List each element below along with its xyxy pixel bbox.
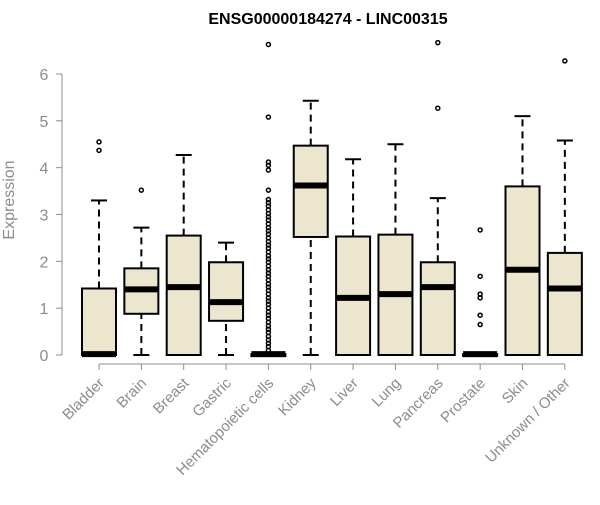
outlier-point bbox=[477, 273, 483, 280]
outlier-point bbox=[477, 291, 483, 297]
x-tick-label: Lung bbox=[369, 375, 405, 411]
box-prostate bbox=[462, 227, 499, 358]
outlier-point bbox=[265, 187, 272, 193]
outlier-point bbox=[477, 227, 483, 233]
outlier-point bbox=[265, 41, 272, 48]
box-breast bbox=[165, 154, 202, 356]
y-tick-label: 3 bbox=[40, 208, 49, 225]
box-rect bbox=[292, 144, 329, 238]
outlier-point bbox=[265, 196, 272, 203]
box-lung bbox=[377, 143, 414, 356]
box-rect bbox=[208, 261, 245, 322]
box-gastric bbox=[208, 241, 245, 356]
boxes-group bbox=[81, 39, 583, 358]
outlier-point bbox=[435, 39, 441, 46]
y-tick-label: 5 bbox=[40, 114, 49, 131]
x-tick-label: Breast bbox=[150, 374, 193, 417]
y-axis-label: Expression bbox=[1, 160, 18, 239]
outlier-point bbox=[477, 312, 483, 318]
outlier-point bbox=[562, 58, 568, 64]
outlier-point bbox=[265, 159, 272, 165]
box-pancreas bbox=[419, 39, 456, 356]
x-tick-label: Brain bbox=[113, 375, 150, 412]
box-kidney bbox=[292, 99, 329, 356]
y-tick-label: 4 bbox=[40, 161, 49, 178]
outlier-point bbox=[96, 139, 102, 145]
y-tick-label: 2 bbox=[40, 254, 49, 271]
box-brain bbox=[123, 187, 160, 356]
box-rect bbox=[546, 251, 583, 356]
outlier-point bbox=[265, 167, 272, 173]
x-tick-label: Kidney bbox=[275, 374, 320, 419]
outlier-point bbox=[265, 114, 272, 120]
box-rect bbox=[81, 287, 117, 357]
y-tick-label: 0 bbox=[40, 348, 49, 365]
x-tick-label: Skin bbox=[499, 375, 532, 408]
outlier-point bbox=[477, 321, 483, 328]
x-tick-label: Liver bbox=[327, 375, 362, 410]
x-tick-label: Bladder bbox=[59, 375, 108, 424]
outlier-point bbox=[96, 147, 102, 154]
y-tick-label: 6 bbox=[40, 67, 49, 84]
box-unknown-other bbox=[546, 58, 583, 356]
box-liver bbox=[335, 158, 372, 357]
box-skin bbox=[504, 115, 541, 356]
outlier-point bbox=[138, 187, 145, 193]
box-rect bbox=[165, 234, 202, 356]
chart-title: ENSG00000184274 - LINC00315 bbox=[208, 11, 447, 28]
y-tick-label: 1 bbox=[40, 301, 49, 318]
y-axis: 0 1 2 3 4 5 6 bbox=[40, 67, 63, 365]
outlier-point bbox=[435, 105, 441, 111]
box-hematopoietic-cells bbox=[250, 41, 287, 358]
box-bladder bbox=[81, 139, 117, 358]
x-tick-label: Prostate bbox=[437, 375, 489, 427]
box-rect bbox=[419, 261, 456, 356]
